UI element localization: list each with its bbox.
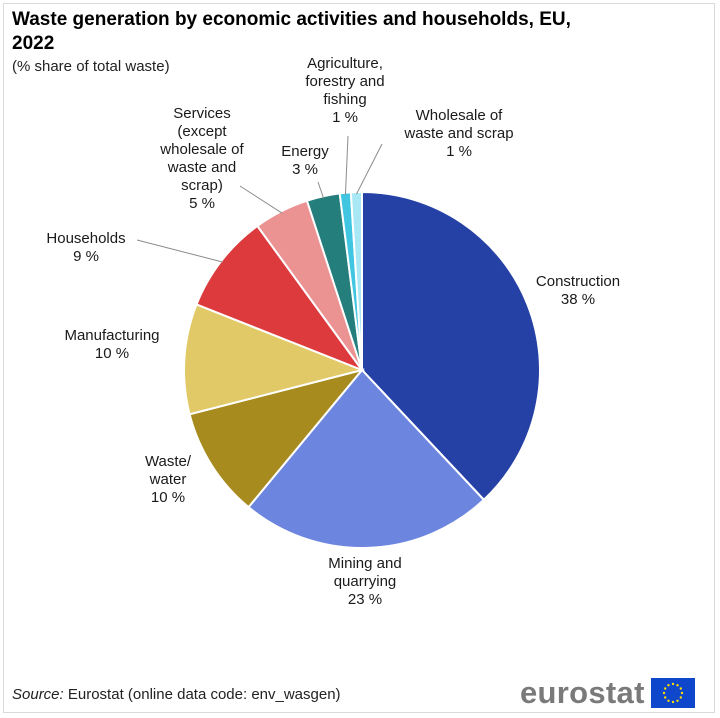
pie-slice-manufacturing (183, 303, 366, 416)
slice-name-line: Waste/ (145, 453, 192, 470)
flag-star (671, 682, 674, 686)
flag-star (680, 691, 683, 695)
slice-name-line: Wholesale of (416, 107, 504, 124)
slice-label-construction: Construction 38 % (536, 273, 620, 308)
pie-slice-mining-and-quarrying (247, 368, 486, 549)
slice-value-label: 1 % (332, 109, 358, 126)
slice-label-manufacturing: Manufacturing 10 % (64, 327, 159, 362)
chart-title: Waste generation by economic activities … (12, 9, 571, 54)
slice-name-line: water (149, 471, 187, 488)
slice-label-households: Households 9 % (46, 230, 125, 265)
flag-star (667, 699, 670, 702)
slice-value-label: 1 % (446, 143, 472, 160)
slice-name-line: Services (173, 105, 231, 122)
slice-label-waste-water: Waste/water 10 % (145, 453, 192, 506)
slice-value-label: 10 % (95, 345, 129, 362)
slice-name-line: Households (46, 230, 125, 247)
slice-name-line: (except (177, 123, 227, 140)
slice-label-wholesale-of-waste-and-scrap: Wholesale of waste and scrap 1 % (403, 107, 513, 160)
slice-value-label: 10 % (151, 489, 185, 506)
flag-star (676, 699, 679, 702)
slice-name-line: fishing (323, 91, 366, 108)
slice-name-line: scrap) (181, 177, 223, 194)
eu-flag-icon (650, 678, 695, 708)
pie-slice-households (195, 224, 365, 373)
slice-name-line: Mining and (328, 555, 401, 572)
leader-line-households (136, 239, 224, 263)
leader-line-wholesale-of-waste-and-scrap (356, 143, 383, 195)
slice-label-services-except-wholesale-of-waste-and-scrap: Services (except wholesale of waste and scra… (159, 105, 244, 212)
leader-line-services-except-wholesale-of-waste-and-scrap (239, 185, 283, 214)
slice-name-line: Manufacturing (64, 327, 159, 344)
slice-name-line: Agriculture, (307, 55, 383, 72)
pie-slice-construction (361, 190, 541, 502)
slice-value-label: 23 % (348, 591, 382, 608)
chart-frame (3, 3, 715, 713)
leader-line-agriculture-forestry-and-fishing (344, 135, 349, 195)
slice-name-line: waste and (167, 159, 236, 176)
source-note: Source: Eurostat (online data code: env_… (12, 686, 341, 703)
slice-value-label: 5 % (189, 195, 215, 212)
leader-line-energy (317, 181, 325, 199)
slice-name-line: Energy (281, 143, 329, 160)
flag-star (671, 700, 674, 704)
flag-star (679, 696, 682, 699)
slice-name-line: waste and scrap (403, 125, 513, 142)
flag-star (663, 687, 667, 690)
slice-name-line: forestry and (305, 73, 384, 90)
slice-value-label: 9 % (73, 248, 99, 265)
slice-name-line: wholesale of (159, 141, 244, 158)
flag-star (662, 691, 665, 695)
pie-slice-waste-water (188, 368, 365, 509)
flag-star (667, 684, 670, 687)
slice-value-label: 38 % (561, 291, 595, 308)
slice-label-agriculture-forestry-and-fishing: Agriculture, forestry and fishing 1 % (305, 55, 384, 126)
slice-value-label: 3 % (292, 161, 318, 178)
chart-subtitle: (% share of total waste) (12, 58, 170, 75)
pie-slice-wholesale-of-waste-and-scrap (349, 190, 363, 371)
slice-label-mining-and-quarrying: Mining and quarrying 23 % (328, 555, 401, 608)
slice-name-line: quarrying (334, 573, 397, 590)
flag-star (676, 684, 679, 687)
source-text: Eurostat (online data code: env_wasgen) (67, 686, 341, 703)
eurostat-logo: eurostat (520, 676, 695, 710)
slice-name-line: Construction (536, 273, 620, 290)
source-label: Source: (12, 686, 64, 703)
flag-star (679, 687, 682, 690)
flag-star (663, 696, 667, 699)
logo-text: eurostat (520, 675, 645, 710)
slice-label-energy: Energy 3 % (281, 143, 329, 178)
